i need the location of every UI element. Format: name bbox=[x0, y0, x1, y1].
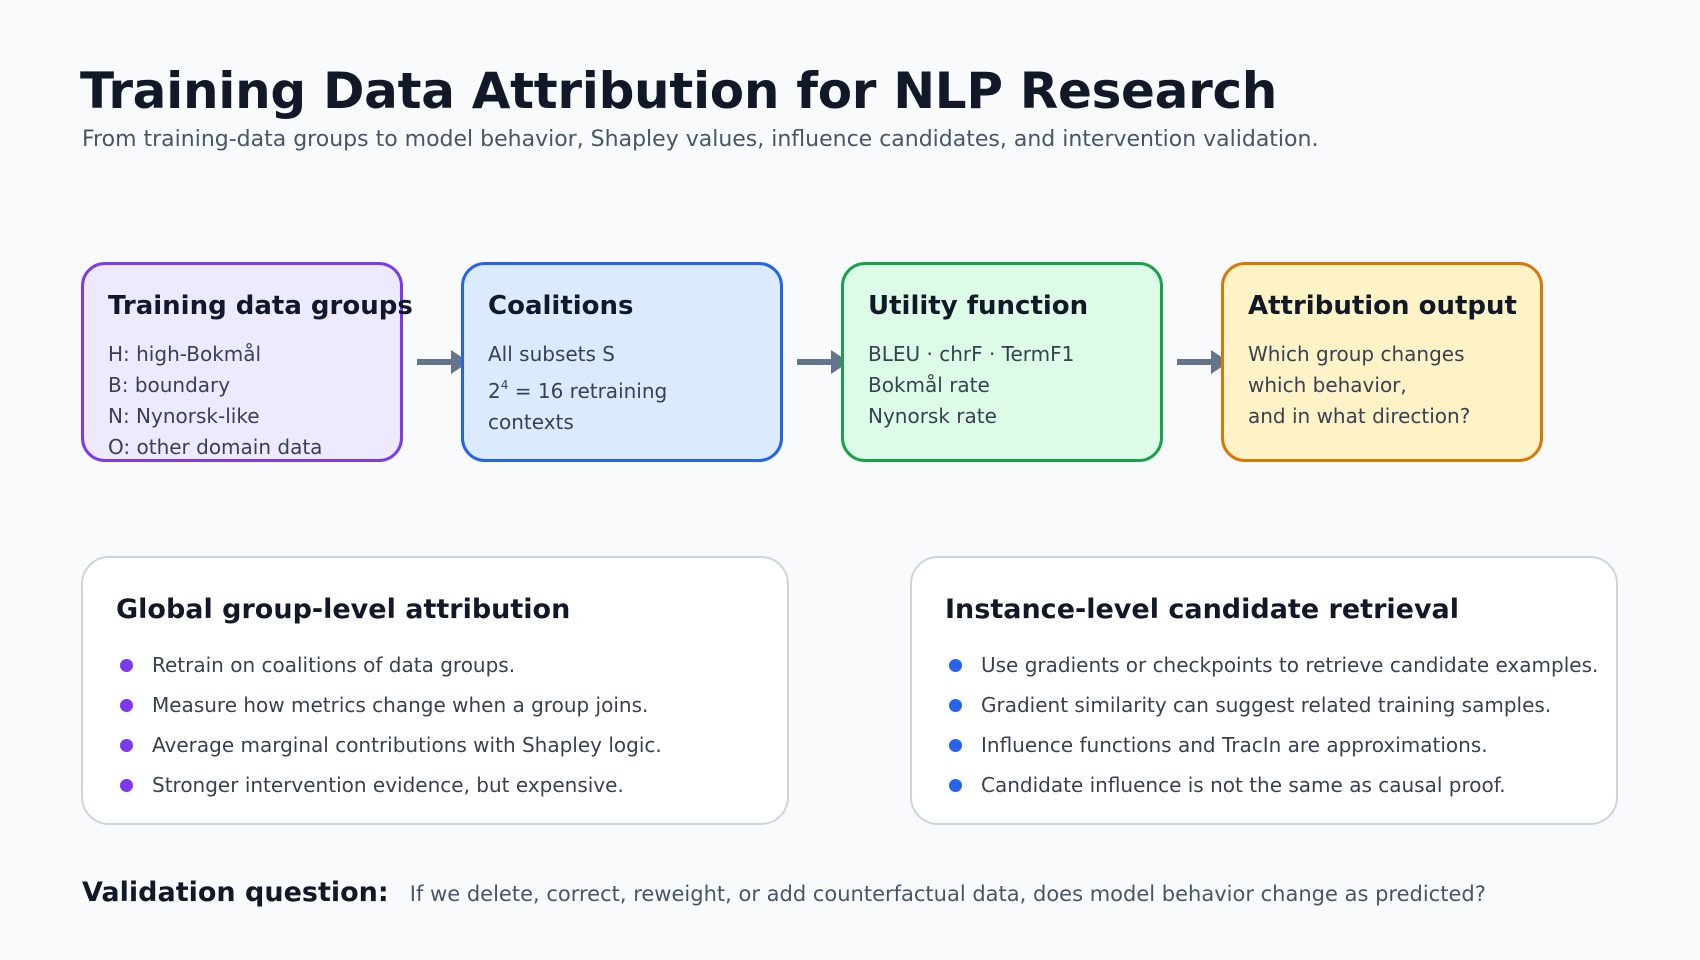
list-item-text: Candidate influence is not the same as c… bbox=[981, 773, 1506, 797]
page-title: Training Data Attribution for NLP Resear… bbox=[80, 62, 1278, 120]
flow-arrow-icon bbox=[1177, 350, 1229, 374]
box-line: Nynorsk rate bbox=[868, 404, 997, 428]
flow-arrow-icon bbox=[797, 350, 849, 374]
box-line: B: boundary bbox=[108, 373, 231, 397]
list-item: Candidate influence is not the same as c… bbox=[945, 765, 1616, 805]
bullet-dot-icon bbox=[120, 779, 133, 792]
list-item-text: Retrain on coalitions of data groups. bbox=[152, 653, 516, 677]
box-line: which behavior, bbox=[1248, 373, 1407, 397]
training-data-groups-box: Training data groups H: high-Bokmål B: b… bbox=[81, 262, 413, 462]
attribution-output-box: Attribution output Which group changes w… bbox=[1221, 262, 1543, 462]
box-title: Training data groups bbox=[108, 291, 413, 321]
box-line: All subsets S bbox=[488, 342, 615, 366]
validation-text: If we delete, correct, reweight, or add … bbox=[409, 882, 1486, 906]
flow-arrow-icon bbox=[417, 350, 469, 374]
validation-label: Validation question: bbox=[82, 877, 389, 908]
box-line: Which group changes bbox=[1248, 342, 1465, 366]
box-line: Bokmål rate bbox=[868, 373, 990, 397]
list-item: Measure how metrics change when a group … bbox=[116, 685, 787, 725]
bullet-list: Use gradients or checkpoints to retrieve… bbox=[945, 645, 1616, 805]
bullet-list: Retrain on coalitions of data groups. Me… bbox=[116, 645, 787, 805]
list-item: Average marginal contributions with Shap… bbox=[116, 725, 787, 765]
list-item-text: Gradient similarity can suggest related … bbox=[981, 693, 1552, 717]
list-item: Use gradients or checkpoints to retrieve… bbox=[945, 645, 1616, 685]
box-line: O: other domain data bbox=[108, 435, 323, 459]
list-item: Influence functions and TracIn are appro… bbox=[945, 725, 1616, 765]
utility-function-box: Utility function BLEU · chrF · TermF1 Bo… bbox=[841, 262, 1163, 462]
list-item: Stronger intervention evidence, but expe… bbox=[116, 765, 787, 805]
validation-question: Validation question: If we delete, corre… bbox=[82, 877, 1486, 908]
list-item-text: Influence functions and TracIn are appro… bbox=[981, 733, 1488, 757]
list-item-text: Average marginal contributions with Shap… bbox=[152, 733, 662, 757]
box-line: BLEU · chrF · TermF1 bbox=[868, 342, 1075, 366]
box-title: Attribution output bbox=[1248, 291, 1517, 321]
instance-retrieval-panel: Instance-level candidate retrieval Use g… bbox=[910, 556, 1618, 825]
box-line: N: Nynorsk-like bbox=[108, 404, 260, 428]
power-result: = 16 retraining bbox=[508, 379, 668, 403]
box-line: and in what direction? bbox=[1248, 404, 1471, 428]
list-item: Retrain on coalitions of data groups. bbox=[116, 645, 787, 685]
box-title: Utility function bbox=[868, 291, 1089, 321]
bullet-dot-icon bbox=[949, 659, 962, 672]
bullet-dot-icon bbox=[120, 739, 133, 752]
panel-title: Global group-level attribution bbox=[116, 594, 571, 625]
list-item-text: Measure how metrics change when a group … bbox=[152, 693, 649, 717]
panel-title: Instance-level candidate retrieval bbox=[945, 594, 1460, 625]
box-title: Coalitions bbox=[488, 291, 634, 321]
coalitions-box: Coalitions All subsets S 24 = 16 retrain… bbox=[461, 262, 783, 462]
list-item: Gradient similarity can suggest related … bbox=[945, 685, 1616, 725]
box-line: contexts bbox=[488, 410, 574, 434]
power-exponent: 4 bbox=[500, 378, 509, 392]
bullet-dot-icon bbox=[949, 779, 962, 792]
list-item-text: Use gradients or checkpoints to retrieve… bbox=[981, 653, 1599, 677]
power-base: 2 bbox=[488, 379, 501, 403]
global-attribution-panel: Global group-level attribution Retrain o… bbox=[81, 556, 789, 825]
box-line: H: high-Bokmål bbox=[108, 342, 262, 366]
bullet-dot-icon bbox=[120, 659, 133, 672]
list-item-text: Stronger intervention evidence, but expe… bbox=[152, 773, 624, 797]
bullet-dot-icon bbox=[949, 739, 962, 752]
box-line: 24 = 16 retraining bbox=[488, 370, 756, 407]
bullet-dot-icon bbox=[949, 699, 962, 712]
bullet-dot-icon bbox=[120, 699, 133, 712]
page-subtitle: From training-data groups to model behav… bbox=[82, 127, 1319, 152]
